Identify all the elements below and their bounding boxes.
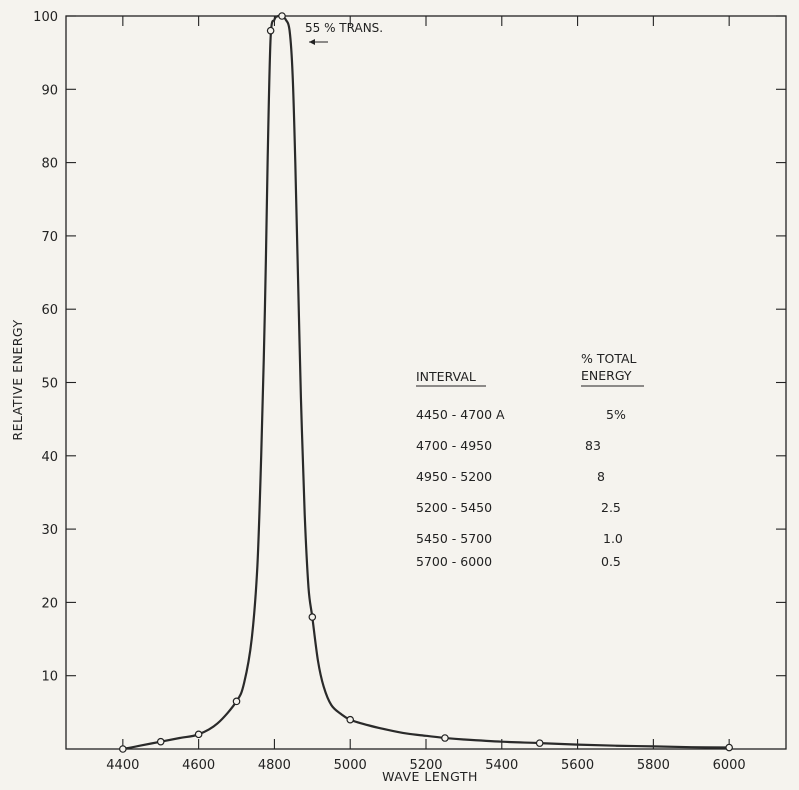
y-tick-label: 50: [41, 377, 58, 392]
data-point: [535, 739, 544, 747]
x-axis: 4400 4600 4800 5000 5200 5400 5600 5800 6000: [106, 16, 746, 773]
annotation-arrow: [309, 39, 328, 45]
data-markers: [119, 12, 733, 753]
table-row-interval: 5200 - 5450: [416, 500, 492, 515]
table-row-interval: 5700 - 6000: [416, 554, 492, 569]
data-point: [232, 697, 241, 706]
data-point: [725, 743, 733, 752]
y-tick-label: 20: [41, 596, 58, 611]
table-row-energy: 1.0: [603, 531, 623, 546]
x-tick-label: 4600: [182, 758, 215, 773]
table-row-energy: 2.5: [601, 500, 621, 515]
y-tick-label: 70: [41, 230, 58, 245]
x-tick-label: 4800: [258, 758, 291, 773]
data-point: [266, 26, 275, 35]
data-point: [441, 734, 449, 742]
table-header-energy-line1: % TOTAL: [581, 351, 637, 366]
table-header-interval: INTERVAL: [416, 369, 476, 384]
x-tick-label: 5800: [637, 758, 670, 773]
data-point: [119, 745, 127, 753]
table-row-interval: 4950 - 5200: [416, 469, 492, 484]
y-tick-label: 60: [41, 303, 58, 318]
x-tick-label: 6000: [713, 758, 746, 773]
y-tick-label: 80: [41, 157, 58, 172]
data-point: [308, 613, 317, 621]
y-tick-label: 10: [41, 670, 58, 685]
x-tick-label: 5000: [334, 758, 367, 773]
data-point: [346, 715, 355, 724]
table-row-interval: 4700 - 4950: [416, 438, 492, 453]
table-row-energy: 0.5: [601, 554, 621, 569]
y-tick-label: 30: [41, 523, 58, 538]
table-row-energy: 5%: [606, 407, 626, 422]
data-point: [156, 737, 165, 746]
energy-curve: [122, 14, 730, 751]
y-axis: 10 20 30 40 50 60 70 80 90 100: [33, 10, 786, 685]
y-tick-label: 40: [41, 450, 58, 465]
x-tick-label: 5200: [409, 758, 442, 773]
table-row-interval: 4450 - 4700 A: [416, 407, 505, 422]
y-tick-label: 90: [41, 83, 58, 98]
x-axis-title: WAVE LENGTH: [382, 769, 478, 784]
x-tick-label: 5400: [485, 758, 518, 773]
table-header-energy-line2: ENERGY: [581, 368, 632, 383]
table-row-energy: 8: [597, 469, 605, 484]
data-point: [278, 12, 286, 20]
y-tick-label: 100: [33, 10, 58, 25]
energy-table: % TOTAL ENERGY INTERVAL 4450 - 4700 A 5%…: [416, 351, 644, 569]
annotation-trans: 55 % TRANS.: [305, 21, 383, 35]
x-tick-label: 4400: [106, 758, 139, 773]
x-tick-label: 5600: [561, 758, 594, 773]
energy-curve-group: [122, 14, 730, 751]
table-row-interval: 5450 - 5700: [416, 531, 492, 546]
table-row-energy: 83: [585, 438, 601, 453]
data-point: [194, 730, 203, 739]
y-axis-title: RELATIVE ENERGY: [10, 319, 25, 440]
